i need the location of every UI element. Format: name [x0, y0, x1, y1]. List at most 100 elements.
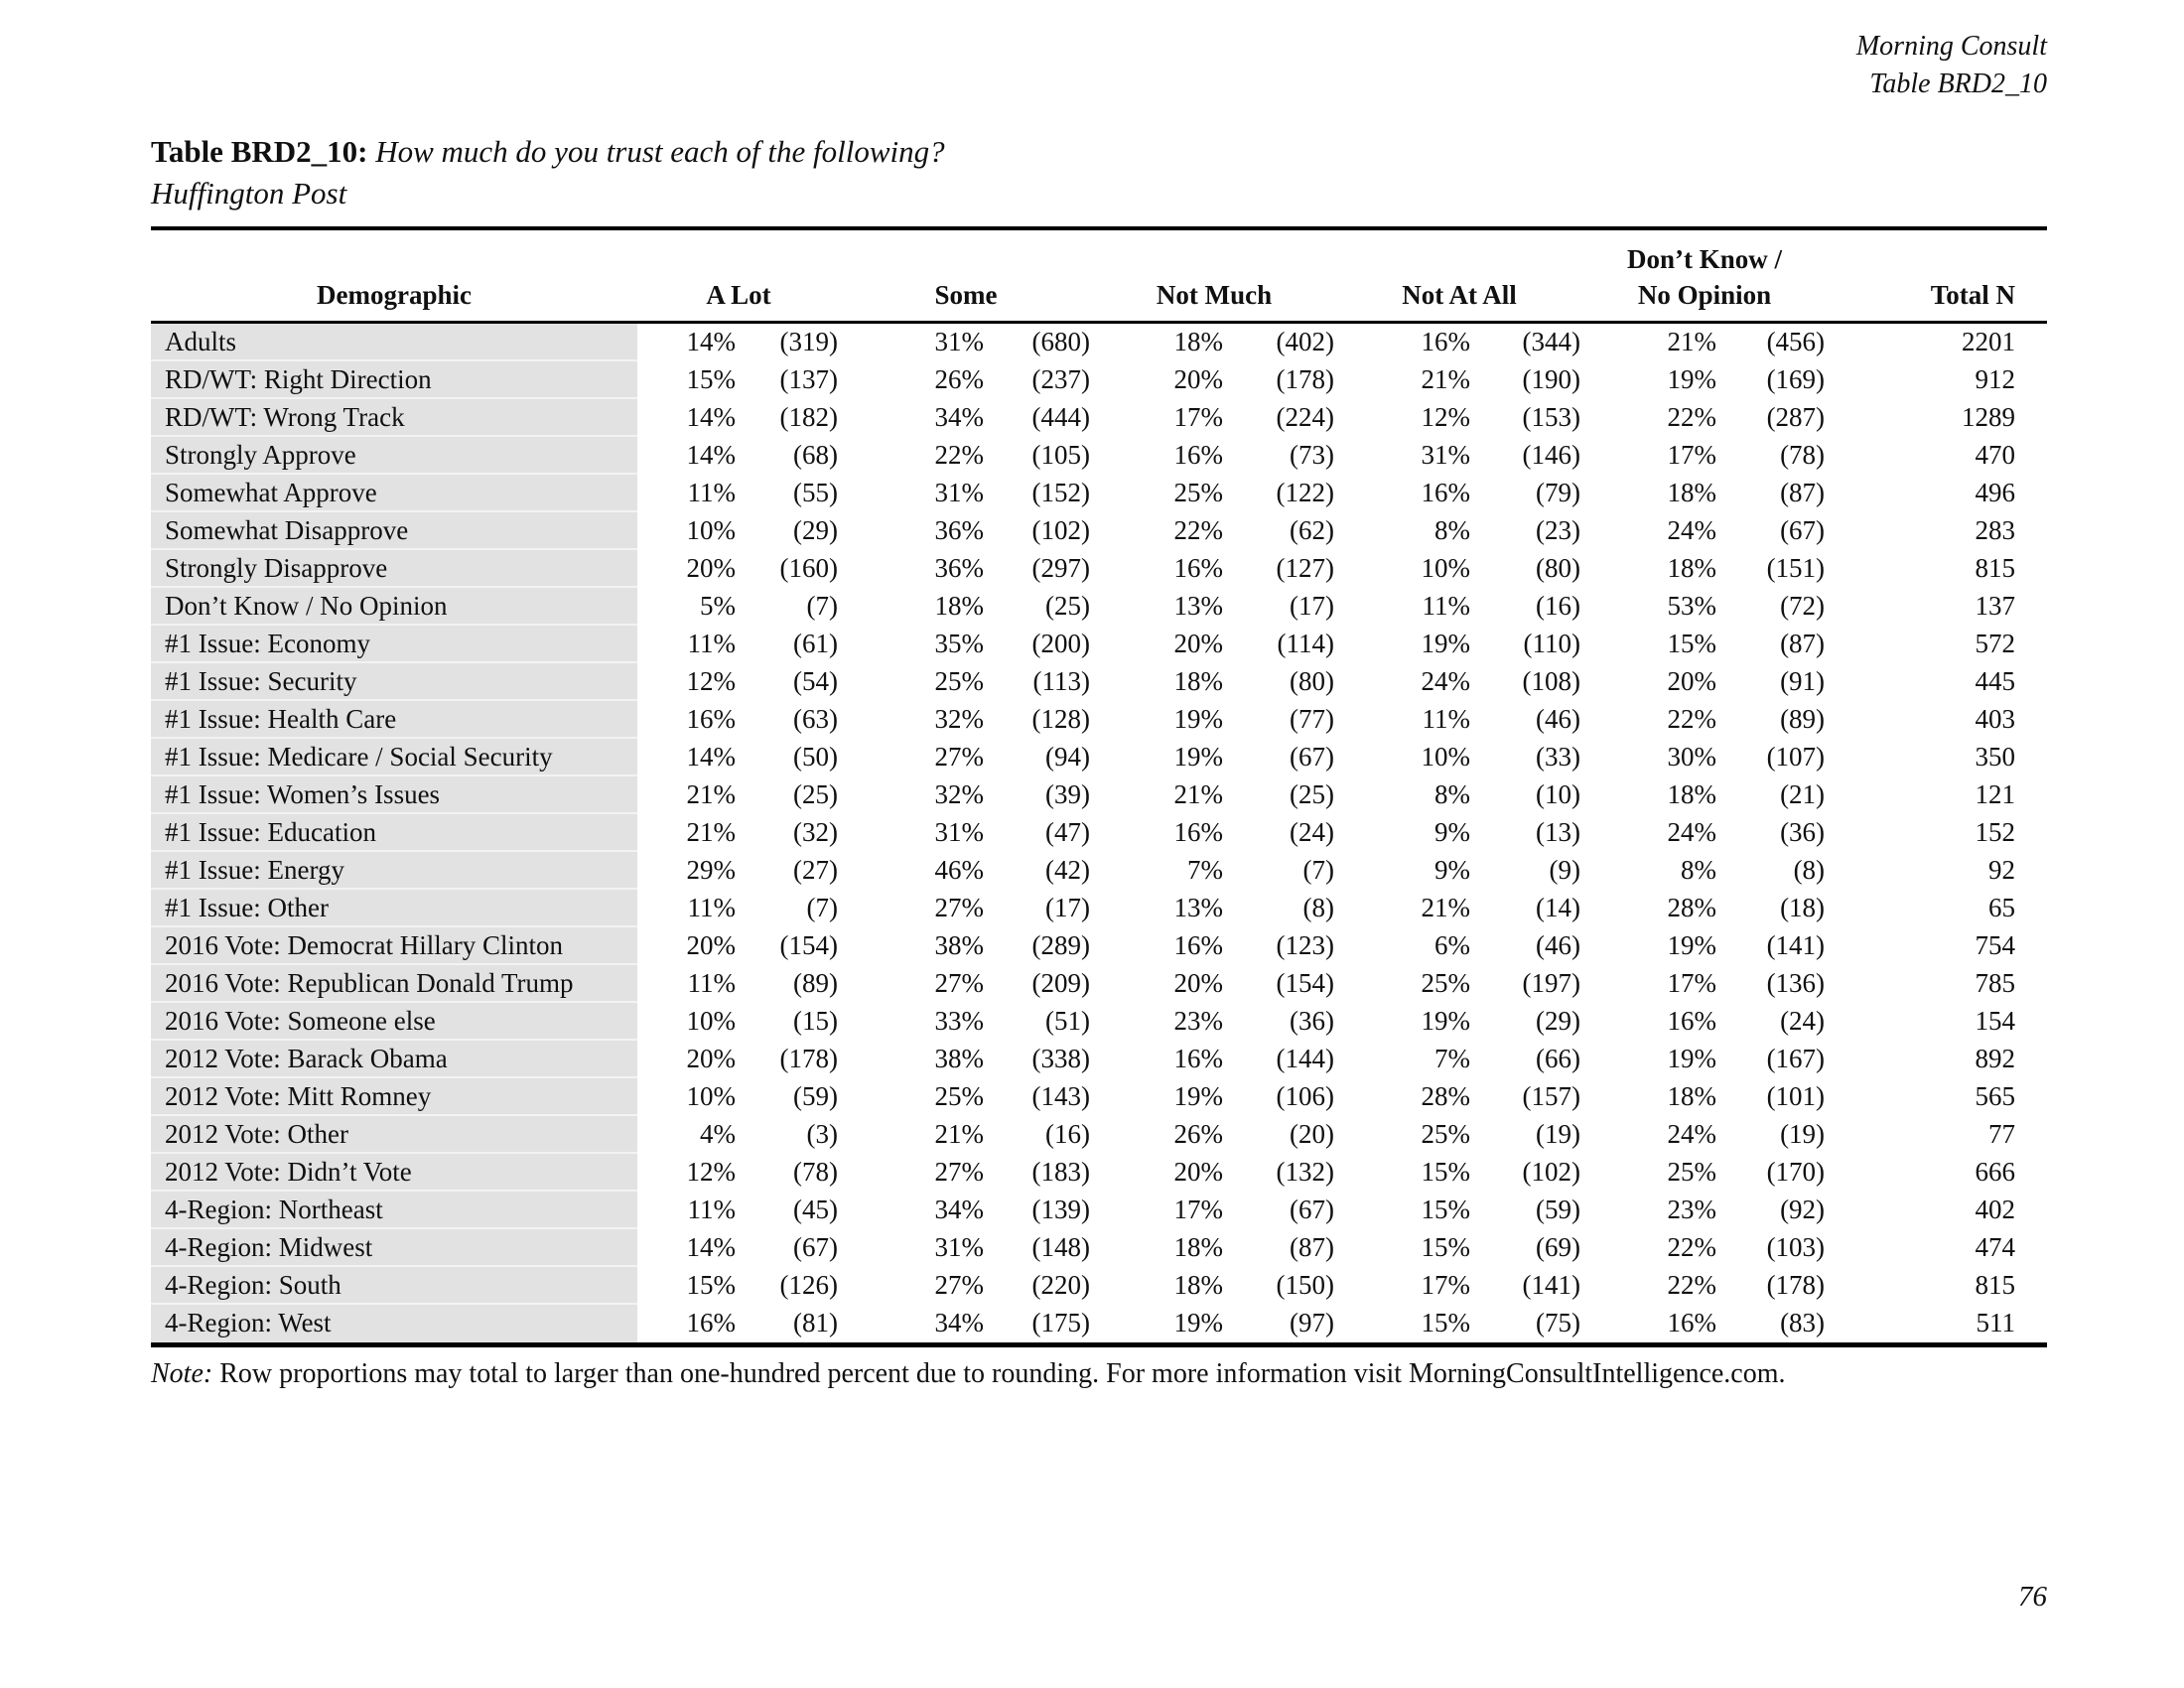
demographic-cell: #1 Issue: Medicare / Social Security [151, 739, 637, 776]
col-header-dk-line2: No Opinion [1637, 280, 1772, 310]
a-lot-n: (319) [779, 327, 839, 356]
total-n-cell: 511 [1976, 1308, 2016, 1337]
total-n-cell: 815 [1975, 553, 2016, 583]
some-pct: 34% [934, 402, 985, 432]
some-pct: 35% [934, 629, 985, 658]
dk-pct: 22% [1667, 704, 1717, 734]
not-at-all-n: (10) [1536, 779, 1581, 809]
a-lot-n: (7) [806, 591, 839, 621]
not-much-pct: 17% [1173, 1195, 1224, 1224]
dk-n: (151) [1766, 553, 1826, 583]
a-lot-n: (55) [793, 478, 839, 507]
not-much-pct: 21% [1173, 779, 1224, 809]
not-much-n: (97) [1290, 1308, 1335, 1337]
not-much-pct: 13% [1173, 591, 1224, 621]
a-lot-n: (45) [793, 1195, 839, 1224]
not-at-all-n: (102) [1522, 1157, 1581, 1187]
total-n-cell: 785 [1975, 968, 2016, 998]
demographic-cell: 2012 Vote: Didn’t Vote [151, 1154, 637, 1192]
a-lot-pct: 21% [686, 817, 737, 847]
title-block: Table BRD2_10: How much do you trust eac… [151, 131, 945, 214]
total-n-cell: 350 [1975, 742, 2016, 772]
not-much-n: (25) [1290, 779, 1335, 809]
a-lot-pct: 10% [686, 1006, 737, 1036]
col-header-dk-line1: Don’t Know / [1627, 244, 1783, 274]
total-n-cell: 283 [1975, 515, 2016, 545]
some-n: (51) [1045, 1006, 1091, 1036]
running-header-table-id: Table BRD2_10 [1869, 69, 2047, 99]
not-at-all-n: (108) [1522, 666, 1581, 696]
a-lot-pct: 15% [686, 364, 737, 394]
a-lot-pct: 16% [686, 1308, 737, 1337]
not-at-all-pct: 6% [1434, 930, 1471, 960]
a-lot-pct: 21% [686, 779, 737, 809]
not-much-pct: 19% [1173, 1308, 1224, 1337]
dk-n: (78) [1780, 440, 1826, 470]
not-much-pct: 19% [1173, 704, 1224, 734]
not-much-n: (87) [1290, 1232, 1335, 1262]
dk-n: (83) [1780, 1308, 1826, 1337]
a-lot-n: (50) [793, 742, 839, 772]
some-n: (42) [1045, 855, 1091, 885]
some-pct: 27% [934, 1270, 985, 1300]
not-at-all-pct: 15% [1421, 1308, 1471, 1337]
footnote-text: Row proportions may total to larger than… [219, 1358, 1786, 1389]
dk-n: (92) [1780, 1195, 1826, 1224]
col-header-total-n: Total N [1827, 230, 2048, 324]
demographic-cell: #1 Issue: Health Care [151, 701, 637, 739]
dk-pct: 18% [1667, 553, 1717, 583]
table-row: #1 Issue: Energy 29% (27) 46% (42) 7% (7) 9% (9)… [151, 852, 2047, 890]
not-at-all-n: (153) [1522, 402, 1581, 432]
table-row: #1 Issue: Security 12% (54) 25% (113) 18% (80)… [151, 663, 2047, 701]
not-much-pct: 20% [1173, 968, 1224, 998]
some-n: (139) [1031, 1195, 1091, 1224]
some-n: (17) [1045, 893, 1091, 922]
table-row: Strongly Disapprove 20% (160) 36% (297) 16% (1… [151, 550, 2047, 588]
demographic-cell: Strongly Approve [151, 437, 637, 475]
some-pct: 34% [934, 1308, 985, 1337]
some-n: (209) [1031, 968, 1091, 998]
footnote: Note: Row proportions may total to large… [151, 1356, 2047, 1392]
some-pct: 22% [934, 440, 985, 470]
dk-pct: 53% [1667, 591, 1717, 621]
a-lot-n: (63) [793, 704, 839, 734]
table-row: 2012 Vote: Barack Obama 20% (178) 38% (338) 1… [151, 1041, 2047, 1078]
not-at-all-pct: 25% [1421, 1119, 1471, 1149]
some-pct: 36% [934, 553, 985, 583]
not-at-all-n: (75) [1536, 1308, 1581, 1337]
some-pct: 38% [934, 930, 985, 960]
not-much-pct: 18% [1173, 1232, 1224, 1262]
demographic-cell: Somewhat Approve [151, 475, 637, 512]
a-lot-n: (15) [793, 1006, 839, 1036]
total-n-cell: 2201 [1962, 327, 2016, 356]
dk-n: (72) [1780, 591, 1826, 621]
some-pct: 27% [934, 1157, 985, 1187]
not-much-n: (24) [1290, 817, 1335, 847]
some-n: (152) [1031, 478, 1091, 507]
dk-n: (18) [1780, 893, 1826, 922]
col-header-some: Some [840, 230, 1093, 324]
a-lot-n: (27) [793, 855, 839, 885]
table-subtitle: Huffington Post [151, 176, 347, 211]
table-row: Strongly Approve 14% (68) 22% (105) 16% (73) 31… [151, 437, 2047, 475]
some-pct: 26% [934, 364, 985, 394]
not-much-n: (132) [1276, 1157, 1335, 1187]
page-number: 76 [2018, 1581, 2047, 1613]
dk-pct: 17% [1667, 968, 1717, 998]
not-much-pct: 17% [1173, 402, 1224, 432]
a-lot-pct: 20% [686, 553, 737, 583]
a-lot-pct: 15% [686, 1270, 737, 1300]
poll-table: Demographic A Lot Some Not Much Not At A… [151, 226, 2048, 1347]
dk-pct: 28% [1667, 893, 1717, 922]
dk-pct: 16% [1667, 1006, 1717, 1036]
a-lot-n: (59) [793, 1081, 839, 1111]
demographic-cell: #1 Issue: Education [151, 814, 637, 852]
a-lot-pct: 11% [687, 1195, 737, 1224]
dk-n: (167) [1766, 1044, 1826, 1073]
dk-pct: 19% [1667, 1044, 1717, 1073]
total-n-cell: 77 [1988, 1119, 2016, 1149]
not-much-pct: 16% [1173, 930, 1224, 960]
some-n: (680) [1031, 327, 1091, 356]
table-row: #1 Issue: Education 21% (32) 31% (47) 16% (24)… [151, 814, 2047, 852]
not-much-pct: 19% [1173, 742, 1224, 772]
